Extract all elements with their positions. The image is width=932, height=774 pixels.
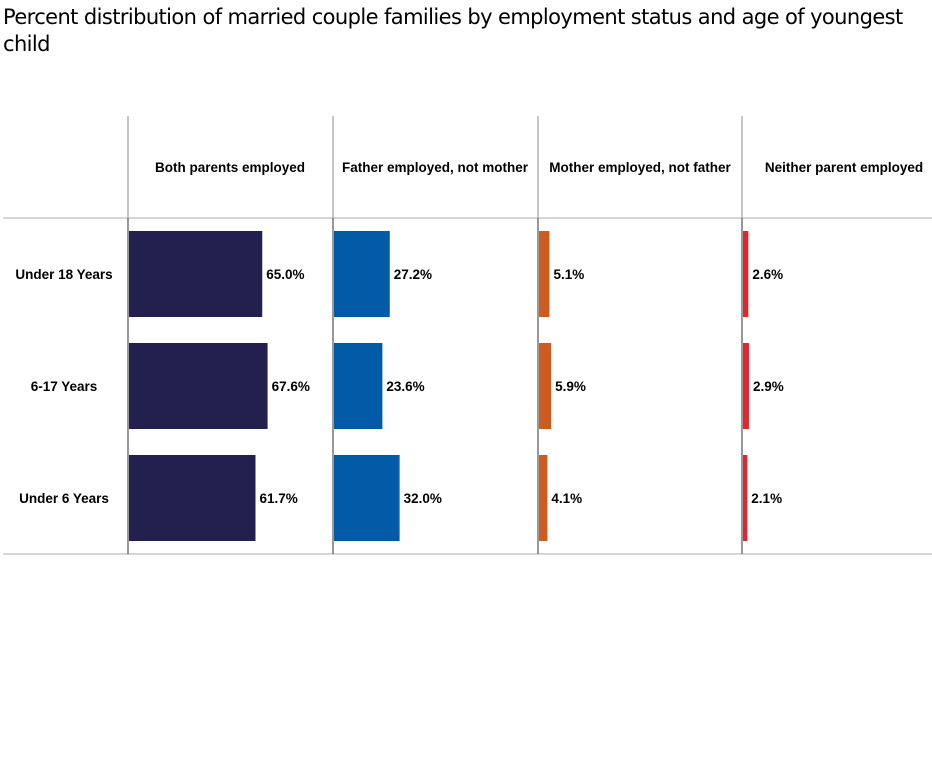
- value-label-4-1: 2.6%: [752, 267, 783, 282]
- bar-4-2: [743, 343, 749, 429]
- bar-3-1: [539, 231, 550, 317]
- bar-2-2: [334, 343, 383, 429]
- value-label-2-2: 23.6%: [386, 379, 424, 394]
- value-label-4-3: 2.1%: [751, 491, 782, 506]
- chart-title: Percent distribution of married couple f…: [3, 5, 903, 56]
- bar-1-2: [129, 343, 268, 429]
- column-header-4: Neither parent employed: [765, 160, 923, 175]
- column-header-2: Father employed, not mother: [342, 160, 529, 175]
- bar-2-3: [334, 455, 400, 541]
- bar-1-1: [129, 231, 263, 317]
- bar-4-1: [743, 231, 749, 317]
- bar-3-2: [539, 343, 552, 429]
- value-label-2-1: 27.2%: [394, 267, 432, 282]
- column-header-3: Mother employed, not father: [549, 160, 731, 175]
- bar-4-3: [743, 455, 748, 541]
- value-label-3-3: 4.1%: [551, 491, 582, 506]
- value-label-1-2: 67.6%: [272, 379, 310, 394]
- value-label-3-1: 5.1%: [553, 267, 584, 282]
- value-label-3-2: 5.9%: [555, 379, 586, 394]
- row-label-2: 6-17 Years: [31, 379, 98, 394]
- value-label-4-2: 2.9%: [753, 379, 784, 394]
- value-label-1-1: 65.0%: [266, 267, 304, 282]
- row-label-1: Under 18 Years: [15, 267, 112, 282]
- value-label-2-3: 32.0%: [404, 491, 442, 506]
- bar-2-1: [334, 231, 390, 317]
- row-label-3: Under 6 Years: [19, 491, 109, 506]
- bar-1-3: [129, 455, 256, 541]
- value-label-1-3: 61.7%: [259, 491, 297, 506]
- column-header-1: Both parents employed: [155, 160, 305, 175]
- bar-3-3: [539, 455, 548, 541]
